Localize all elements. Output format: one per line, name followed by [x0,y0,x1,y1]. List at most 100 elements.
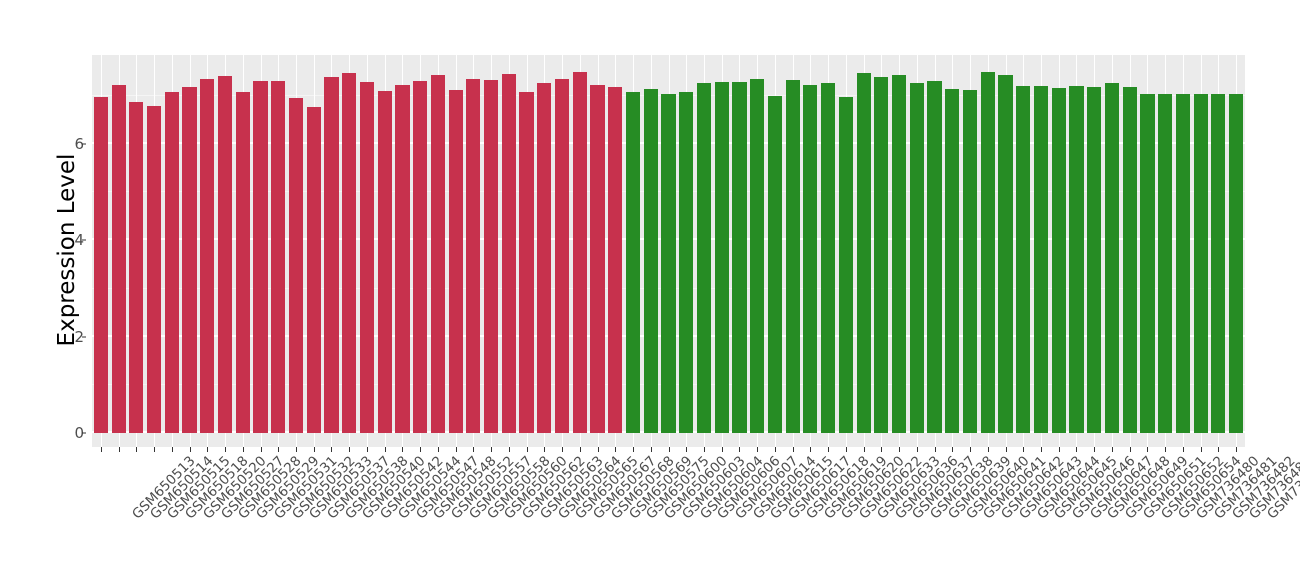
bar [1122,86,1137,433]
bar [962,90,978,433]
x-tick-mark [579,447,581,452]
bar [306,106,321,433]
x-tick-mark [668,447,670,452]
x-tick-mark [916,447,918,452]
x-tick-mark [313,447,315,452]
bar [164,92,179,433]
x-tick-mark [207,447,209,452]
bar [732,81,747,433]
x-tick-mark [331,447,333,452]
bar [288,98,304,433]
bar [1211,93,1226,433]
x-tick-mark [686,447,688,452]
x-tick-mark [739,447,741,452]
x-tick-mark [437,447,439,452]
bar [892,74,907,433]
x-tick-mark [562,447,564,452]
x-tick-mark [633,447,635,452]
bar [998,74,1013,433]
bar [413,81,428,433]
x-tick-mark [1111,447,1113,452]
x-tick-mark [420,447,422,452]
bar [608,87,623,433]
x-tick-mark [952,447,954,452]
bar [448,90,463,433]
x-tick-mark [845,447,847,452]
x-tick-mark [650,447,652,452]
x-tick-mark [154,447,156,452]
bar [874,76,889,433]
y-tick-label: 6 [74,135,84,154]
bar [803,84,818,433]
x-tick-mark [278,447,280,452]
y-tick-label: 4 [74,231,84,250]
x-tick-mark [597,447,599,452]
x-tick-mark [136,447,138,452]
x-tick-mark [171,447,173,452]
x-tick-mark [863,447,865,452]
bar [927,81,942,433]
bar [1140,93,1155,433]
x-tick-mark [934,447,936,452]
x-tick-mark [384,447,386,452]
bar [767,95,783,433]
x-tick-mark [987,447,989,452]
x-tick-mark [1023,447,1025,452]
x-tick-mark [1058,447,1060,452]
x-tick-mark [242,447,244,452]
x-tick-mark [544,447,546,452]
x-tick-mark [455,447,457,452]
y-tick-mark [82,143,86,145]
bar [1193,93,1208,433]
x-tick-mark [402,447,404,452]
bar [271,81,286,433]
y-tick-mark [82,336,86,338]
bar [146,105,162,433]
bar [359,82,375,433]
bar [909,82,924,433]
y-tick-label: 0 [74,424,84,442]
bar [945,89,960,433]
bar [696,83,712,433]
bar [501,73,516,433]
x-tick-mark [225,447,227,452]
bar [395,85,410,433]
bar [821,83,836,433]
bar [217,75,233,433]
x-tick-mark [881,447,883,452]
bar [235,92,250,433]
bar [200,78,215,433]
bar [590,85,605,433]
bar [980,71,995,433]
x-tick-mark [774,447,776,452]
x-tick-mark [1129,447,1131,452]
x-tick-mark [295,447,297,452]
bar [643,88,658,433]
x-tick-mark [1041,447,1042,452]
x-tick-mark [260,447,262,452]
bar [253,81,268,433]
bar [1158,93,1173,433]
x-tick-mark [366,447,368,452]
x-tick-mark [491,447,493,452]
bar [129,101,144,433]
bar [554,78,570,433]
bar [1069,86,1084,433]
bar [519,92,534,433]
x-tick-mark [828,447,830,452]
bar [342,72,357,433]
bar [1175,93,1190,433]
x-tick-mark [349,447,351,452]
bar [714,82,729,433]
x-axis-ticks [92,447,1245,453]
x-axis-labels: GSM650513 GSM650514 GSM650515 GSM650518 GSM6… [92,453,1300,573]
bar [484,80,499,433]
x-tick-mark [1182,447,1184,452]
x-tick-mark [1236,447,1238,452]
bar [572,71,587,433]
bar [537,82,552,433]
bar [625,92,641,433]
bar [856,72,871,433]
x-tick-mark [526,447,528,452]
